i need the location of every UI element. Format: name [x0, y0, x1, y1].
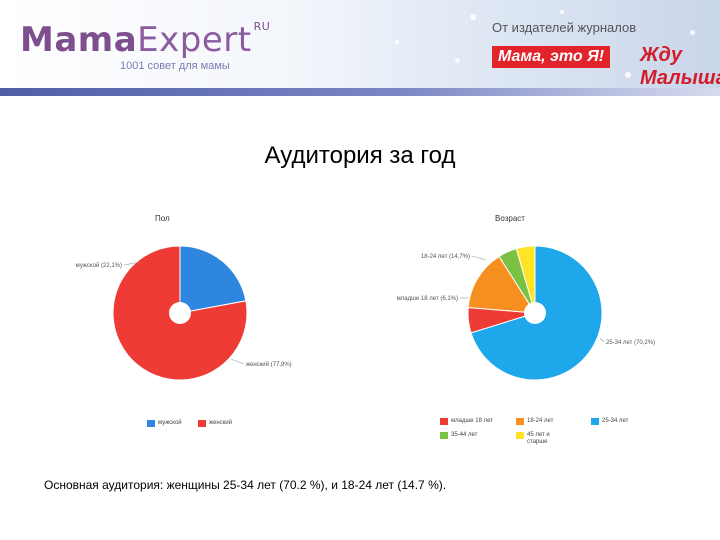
slice-label-25-34-leader — [599, 337, 605, 343]
legend-swatch-male — [147, 420, 155, 427]
audience-summary: Основная аудитория: женщины 25-34 лет (7… — [44, 478, 447, 492]
legend-label-35-44: 35-44 лет — [451, 432, 478, 438]
magazine-logo-mama[interactable]: Мама, это Я! — [492, 46, 611, 68]
magazine-logo-malysh[interactable]: Жду Малыша — [640, 44, 720, 88]
slice-label-male: мужской (22,1%) — [76, 262, 122, 269]
slice-label-female-leader — [230, 358, 245, 365]
logo-second: Expert — [137, 20, 252, 60]
slice-label-18-24: 18-24 лет (14,7%) — [421, 254, 470, 260]
publisher-text: От издателей журналов — [492, 20, 637, 35]
pie-slice-age-2 — [467, 255, 536, 314]
pie-slice-gender-0 — [179, 245, 247, 314]
legend-label-25-34: 25-34 лет — [602, 418, 629, 424]
header-divider — [0, 88, 720, 96]
pie-hole-age — [524, 302, 546, 324]
legend-swatch-45plus — [516, 432, 524, 439]
pie-hole-gender — [169, 302, 191, 324]
legend-swatch-female — [198, 420, 206, 427]
logo-main: Mama — [20, 20, 138, 60]
legend-swatch-35-44 — [440, 432, 448, 439]
site-tagline: 1001 совет для мамы — [120, 60, 230, 72]
legend-label-18-24: 18-24 лет — [527, 418, 554, 424]
slice-label-25-34: 25-34 лет (70,2%) — [606, 340, 655, 346]
page-title: Аудитория за год — [264, 142, 456, 169]
slice-label-under18: младше 18 лет (6,1%) — [397, 296, 458, 302]
site-header: MamaExpert RU 1001 совет для мамы От изда… — [0, 0, 720, 88]
legend-swatch-25-34 — [591, 418, 599, 425]
slice-label-female: женский (77,9%) — [246, 361, 292, 368]
slice-label-male-leader — [123, 261, 141, 266]
legend-label-45plus: 45 лет и старше — [527, 432, 550, 445]
age-chart-title: Возраст — [495, 214, 525, 223]
pie-slice-gender-1 — [112, 245, 248, 381]
legend-label-under18: младше 18 лет — [451, 418, 494, 424]
legend-swatch-18-24 — [516, 418, 524, 425]
slice-label-18-24-leader — [471, 255, 487, 261]
legend-label-male: мужской — [158, 420, 182, 426]
site-logo[interactable]: MamaExpert RU — [20, 20, 270, 60]
gender-chart-title: Пол — [155, 214, 170, 223]
logo-suffix: RU — [253, 20, 271, 33]
pie-slice-age-4 — [515, 245, 536, 314]
legend-label-female: женский — [209, 420, 232, 426]
legend-swatch-under18 — [440, 418, 448, 425]
